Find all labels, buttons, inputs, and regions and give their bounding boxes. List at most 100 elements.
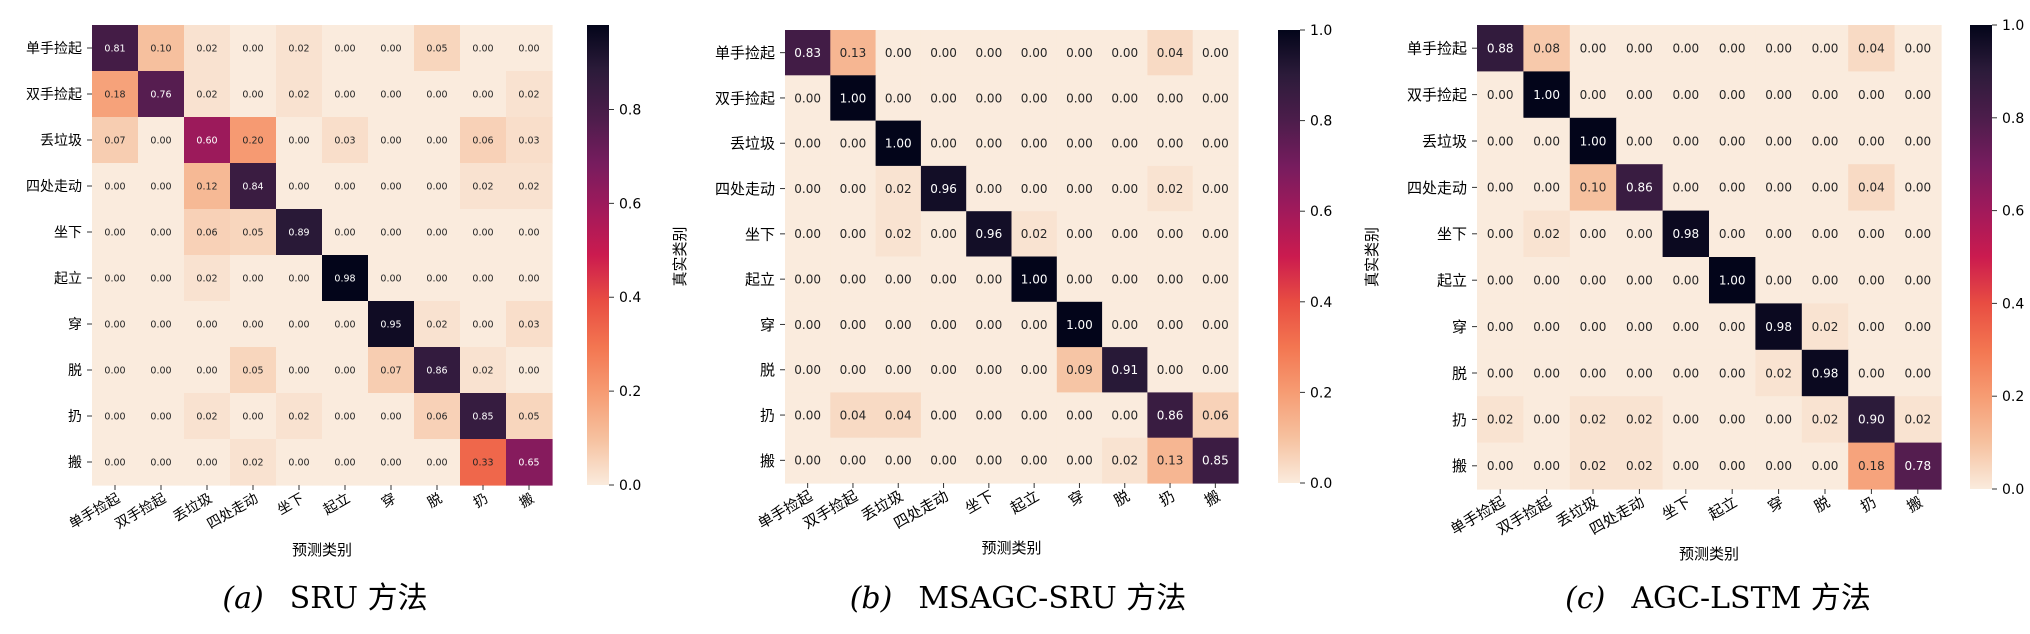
cell-value: 0.05 <box>242 227 263 238</box>
heatmap-cell <box>920 301 967 348</box>
heatmap-cell <box>1709 442 1756 490</box>
cell-value: 0.00 <box>380 135 401 146</box>
cell-value: 0.85 <box>1202 454 1229 468</box>
cell-value: 0.04 <box>840 408 867 422</box>
heatmap-cell <box>506 393 553 440</box>
heatmap-cell <box>138 25 185 72</box>
cell-value: 0.00 <box>794 318 821 332</box>
heatmap-cell <box>1011 347 1058 393</box>
heatmap-cell <box>138 347 185 394</box>
cell-value: 0.00 <box>380 181 401 192</box>
panel-caption: (a) SRU 方法 <box>222 581 427 616</box>
heatmap-cell <box>1523 210 1571 258</box>
heatmap-cell <box>966 256 1013 303</box>
heatmap-cell <box>830 392 877 439</box>
y-tick-label: 四处走动 <box>26 179 82 195</box>
heatmap-cell <box>276 255 323 302</box>
heatmap-cell <box>1894 210 1942 258</box>
heatmap-cell <box>1011 120 1058 167</box>
cell-value: 0.00 <box>288 319 309 330</box>
cell-value: 0.02 <box>1487 413 1514 427</box>
heatmap-cell <box>506 301 553 348</box>
cell-value: 0.00 <box>1626 134 1653 148</box>
heatmap-cell <box>966 75 1013 122</box>
heatmap-cell <box>1616 396 1664 444</box>
cell-value: 0.00 <box>794 363 821 377</box>
cell-value: 0.00 <box>1765 413 1792 427</box>
cell-value: 0.00 <box>1021 137 1048 151</box>
colorbar-tick-label: 0.6 <box>619 196 641 212</box>
heatmap-cell <box>1102 301 1148 348</box>
colorbar-tick-label: 0.2 <box>619 384 641 400</box>
cell-value: 0.02 <box>885 227 912 241</box>
heatmap-cell <box>460 25 507 72</box>
cell-value: 0.00 <box>518 227 539 238</box>
cell-value: 0.02 <box>288 43 309 54</box>
cell-value: 0.00 <box>1858 88 1885 102</box>
cell-value: 0.00 <box>1580 88 1607 102</box>
heatmap-cell <box>1662 164 1710 212</box>
cell-value: 0.00 <box>840 227 867 241</box>
heatmap-cell <box>138 71 185 118</box>
x-tick-label: 搬 <box>1201 487 1223 510</box>
x-tick-label: 脱 <box>425 491 445 512</box>
x-tick-label: 起立 <box>321 491 353 519</box>
y-tick-label: 四处走动 <box>1407 179 1467 197</box>
y-tick-label: 丢垃圾 <box>1422 132 1467 150</box>
cell-value: 0.00 <box>242 89 263 100</box>
cell-value: 0.33 <box>472 457 493 468</box>
heatmap-cell <box>138 255 185 302</box>
cell-value: 0.10 <box>1580 181 1607 195</box>
cell-value: 0.00 <box>1487 227 1514 241</box>
heatmap-cell <box>1709 303 1756 351</box>
y-tick-label: 双手捡起 <box>26 86 82 103</box>
heatmap-cell <box>1011 211 1058 258</box>
heatmap-cell <box>276 209 323 256</box>
cell-value: 0.00 <box>196 457 217 468</box>
heatmap-cell <box>368 301 415 348</box>
cell-value: 0.00 <box>1533 134 1560 148</box>
heatmap-cell <box>1616 164 1664 212</box>
heatmap-cell <box>506 347 553 394</box>
colorbar-tick-label: 0.8 <box>2002 111 2024 127</box>
heatmap-cell <box>1801 25 1849 72</box>
heatmap-cell <box>322 347 369 394</box>
heatmap-cell <box>1894 442 1942 490</box>
heatmap-cell <box>184 439 231 486</box>
cell-value: 0.00 <box>1626 88 1653 102</box>
heatmap-cell <box>1102 437 1148 484</box>
cell-value: 0.00 <box>1719 88 1746 102</box>
cell-value: 1.00 <box>1021 272 1048 286</box>
cell-value: 0.00 <box>930 318 957 332</box>
cell-value: 0.06 <box>472 135 493 146</box>
heatmap-cell <box>1477 117 1524 165</box>
heatmap-cell <box>138 117 185 164</box>
heatmap-cell <box>1056 392 1103 439</box>
cell-value: 0.00 <box>840 137 867 151</box>
cell-value: 0.98 <box>1812 366 1839 380</box>
heatmap-cell <box>1011 437 1058 484</box>
heatmap-cell <box>875 75 922 122</box>
heatmap-cell <box>368 255 415 302</box>
x-axis-label: 预测类别 <box>981 539 1041 557</box>
heatmap-cell <box>1477 71 1524 119</box>
heatmap-cell <box>230 347 277 394</box>
heatmap-cell <box>1056 211 1103 258</box>
cell-value: 0.00 <box>1533 459 1560 473</box>
x-tick-label: 搬 <box>1904 493 1926 516</box>
heatmap-cell <box>1569 71 1617 119</box>
cell-value: 0.00 <box>242 319 263 330</box>
heatmap-cell <box>1102 75 1148 122</box>
heatmap-cell <box>1192 165 1239 212</box>
cell-value: 0.00 <box>242 43 263 54</box>
y-tick-label: 双手捡起 <box>1407 86 1467 104</box>
heatmap-cell <box>1848 210 1896 258</box>
heatmap-cell <box>414 25 461 72</box>
heatmap-cell <box>230 209 277 256</box>
cell-value: 0.00 <box>1812 274 1839 288</box>
cell-value: 0.02 <box>518 89 539 100</box>
cell-value: 0.00 <box>1066 272 1093 286</box>
heatmap-cell <box>92 347 139 394</box>
cell-value: 0.00 <box>1719 227 1746 241</box>
cell-value: 0.00 <box>794 137 821 151</box>
